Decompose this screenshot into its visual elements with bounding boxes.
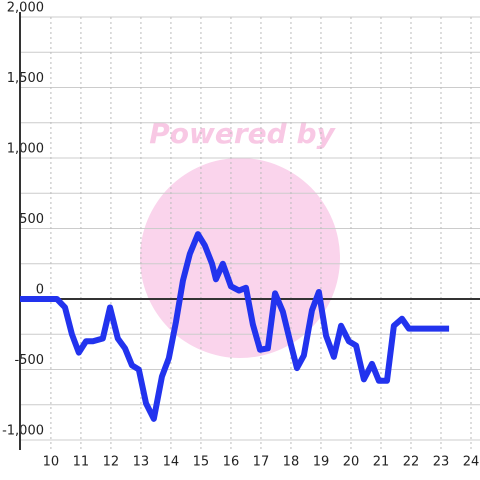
x-tick-label: 14 bbox=[163, 455, 180, 470]
y-tick-label: 1,500 bbox=[7, 71, 44, 86]
x-tick-label: 12 bbox=[103, 455, 120, 470]
x-tick-label: 13 bbox=[133, 455, 150, 470]
x-tick-label: 15 bbox=[193, 455, 210, 470]
x-tick-label: 16 bbox=[223, 455, 240, 470]
y-tick-label: 1,000 bbox=[7, 142, 44, 157]
watermark-logo bbox=[140, 158, 340, 358]
x-tick-label: 22 bbox=[403, 455, 420, 470]
y-tick-label: 500 bbox=[19, 212, 44, 227]
y-tick-label: 0 bbox=[36, 283, 44, 298]
x-tick-label: 17 bbox=[253, 455, 270, 470]
x-tick-label: 19 bbox=[313, 455, 330, 470]
y-tick-label: 2,000 bbox=[7, 1, 44, 16]
watermark: Powered by bbox=[149, 117, 336, 150]
x-tick-label: 24 bbox=[463, 455, 480, 470]
x-tick-label: 20 bbox=[343, 455, 360, 470]
x-tick-label: 21 bbox=[373, 455, 390, 470]
y-tick-label: -1,000 bbox=[2, 424, 44, 439]
line bbox=[20, 231, 450, 422]
y-tick-label: -500 bbox=[14, 353, 44, 368]
x-tick-label: 10 bbox=[43, 455, 60, 470]
x-tick-label: 23 bbox=[433, 455, 450, 470]
x-tick-label: 11 bbox=[73, 455, 90, 470]
x-tick-label: 18 bbox=[283, 455, 300, 470]
